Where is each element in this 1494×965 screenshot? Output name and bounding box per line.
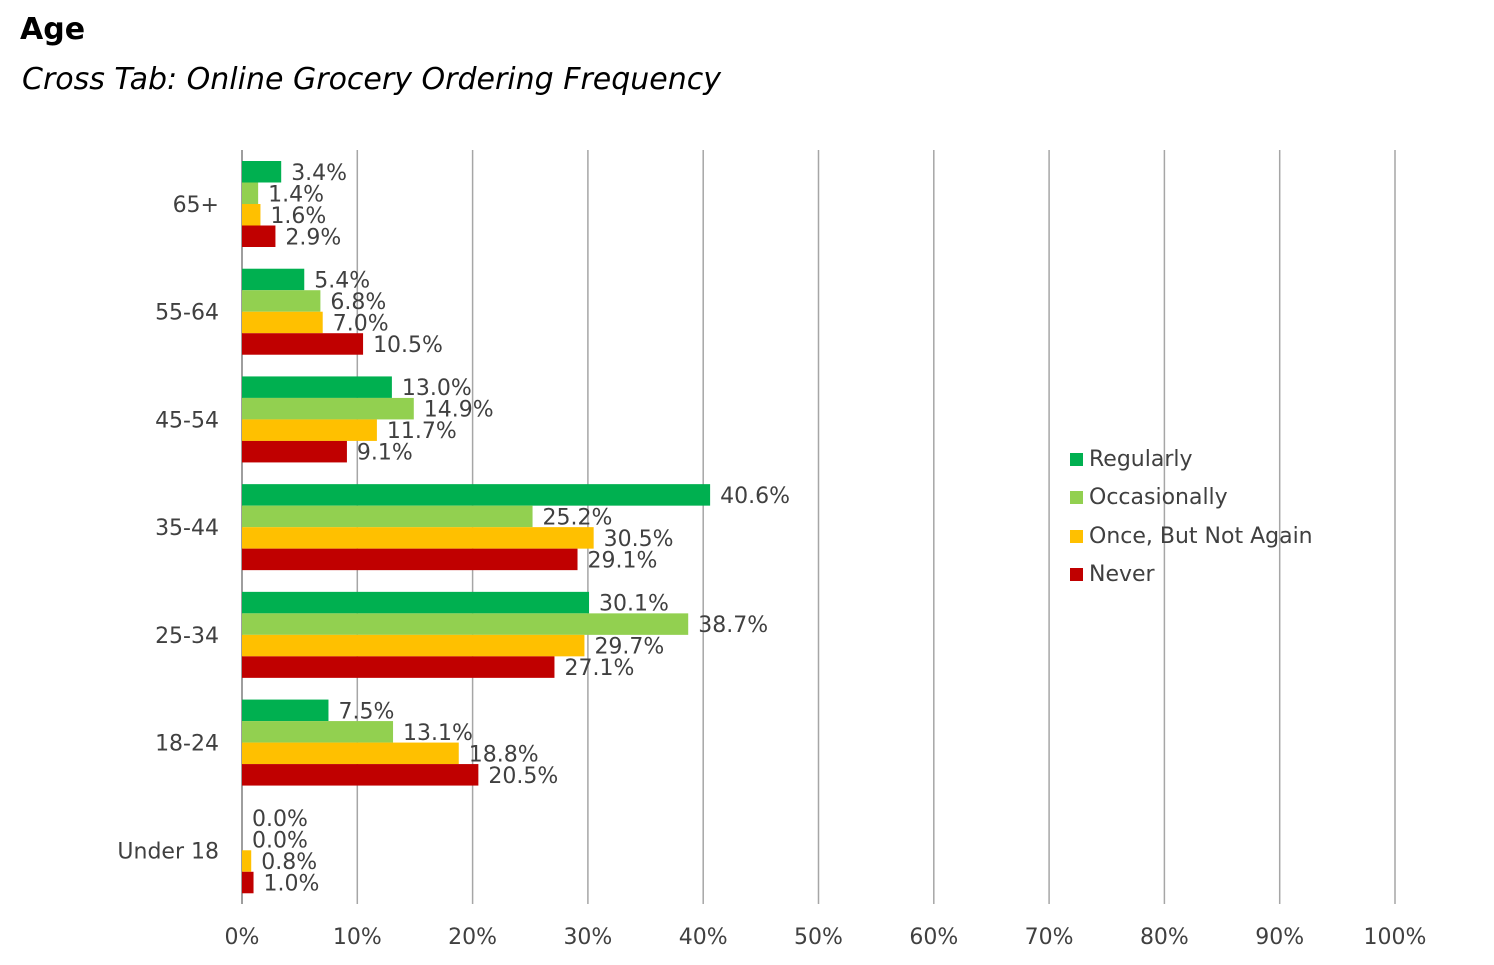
bar — [242, 397, 414, 420]
legend-label: Occasionally — [1089, 485, 1228, 511]
data-label: 7.0% — [333, 311, 389, 336]
y-category-label: 55-64 — [155, 301, 219, 326]
bar — [242, 333, 364, 355]
bar — [242, 182, 259, 204]
data-label: 9.1% — [357, 441, 413, 466]
data-label: 0.0% — [252, 807, 308, 832]
legend-label: Never — [1089, 562, 1155, 588]
bar — [242, 699, 329, 722]
data-label: 13.0% — [402, 376, 472, 401]
bar — [242, 419, 377, 441]
legend-swatch — [1070, 491, 1083, 505]
data-label: 2.9% — [285, 225, 341, 250]
x-tick-label: 10% — [333, 925, 382, 950]
legend-label: Regularly — [1089, 446, 1193, 472]
chart-subtitle: Cross Tab: Online Grocery Ordering Frequ… — [22, 62, 722, 97]
x-tick-label: 90% — [1255, 925, 1304, 950]
y-category-label: 18-24 — [155, 732, 219, 757]
legend-swatch — [1070, 568, 1083, 582]
bar — [242, 484, 711, 506]
y-category-label: 45-54 — [155, 408, 219, 433]
data-label: 1.4% — [268, 182, 324, 207]
bar — [242, 527, 594, 549]
bar — [242, 721, 394, 743]
bar — [242, 548, 578, 571]
chart-legend: Regularly Occasionally Once, But Not Again… — [1070, 440, 1313, 594]
bar — [242, 225, 276, 247]
data-label: 0.8% — [261, 850, 317, 875]
legend-swatch — [1070, 452, 1083, 466]
bar — [242, 311, 323, 334]
data-label: 30.5% — [604, 527, 674, 552]
data-label: 20.5% — [488, 764, 558, 789]
y-category-label: 25-34 — [155, 624, 219, 649]
data-label: 13.1% — [403, 721, 473, 746]
data-label: 3.4% — [291, 161, 347, 186]
x-tick-label: 20% — [448, 925, 497, 950]
bar — [242, 591, 590, 614]
data-label: 10.5% — [373, 333, 443, 358]
bar — [242, 268, 305, 291]
bar — [242, 764, 479, 786]
bar — [242, 634, 585, 657]
bar — [242, 204, 261, 226]
x-tick-label: 30% — [563, 925, 612, 950]
x-tick-label: 60% — [909, 925, 958, 950]
bar — [242, 505, 533, 528]
data-label: 29.7% — [594, 635, 664, 660]
x-tick-label: 50% — [794, 925, 843, 950]
legend-swatch — [1070, 529, 1083, 543]
data-label: 25.2% — [543, 505, 613, 530]
data-label: 30.1% — [599, 592, 669, 617]
x-tick-label: 70% — [1025, 925, 1074, 950]
bar — [242, 376, 392, 398]
legend-label: Once, But Not Again — [1089, 523, 1313, 549]
data-label: 1.6% — [270, 204, 326, 229]
data-label: 0.0% — [252, 829, 308, 854]
data-label: 1.0% — [264, 872, 320, 897]
x-tick-label: 80% — [1140, 925, 1189, 950]
bar — [242, 656, 555, 678]
legend-item: Occasionally — [1070, 479, 1313, 518]
bar — [242, 440, 347, 463]
data-label: 38.7% — [698, 613, 768, 638]
y-category-label: Under 18 — [117, 839, 219, 864]
data-label: 11.7% — [387, 419, 457, 444]
legend-item: Once, But Not Again — [1070, 517, 1313, 556]
bar — [242, 290, 321, 312]
y-category-label: 65+ — [173, 193, 219, 218]
data-label: 27.1% — [564, 656, 634, 681]
data-label: 6.8% — [330, 290, 386, 315]
data-label: 5.4% — [314, 268, 370, 293]
data-label: 7.5% — [338, 699, 394, 724]
bar — [242, 742, 459, 765]
data-label: 18.8% — [469, 742, 539, 767]
y-category-label: 35-44 — [155, 516, 219, 541]
bar — [242, 161, 282, 183]
x-tick-label: 0% — [225, 925, 260, 950]
legend-item: Never — [1070, 556, 1313, 595]
x-tick-label: 40% — [679, 925, 728, 950]
chart-title: Age — [20, 12, 86, 47]
bar — [242, 871, 254, 894]
x-tick-label: 100% — [1364, 925, 1427, 950]
bar — [242, 613, 689, 635]
data-label: 40.6% — [720, 484, 790, 509]
bar — [242, 850, 252, 872]
data-label: 29.1% — [588, 548, 658, 573]
data-label: 14.9% — [424, 398, 494, 423]
legend-item: Regularly — [1070, 440, 1313, 479]
